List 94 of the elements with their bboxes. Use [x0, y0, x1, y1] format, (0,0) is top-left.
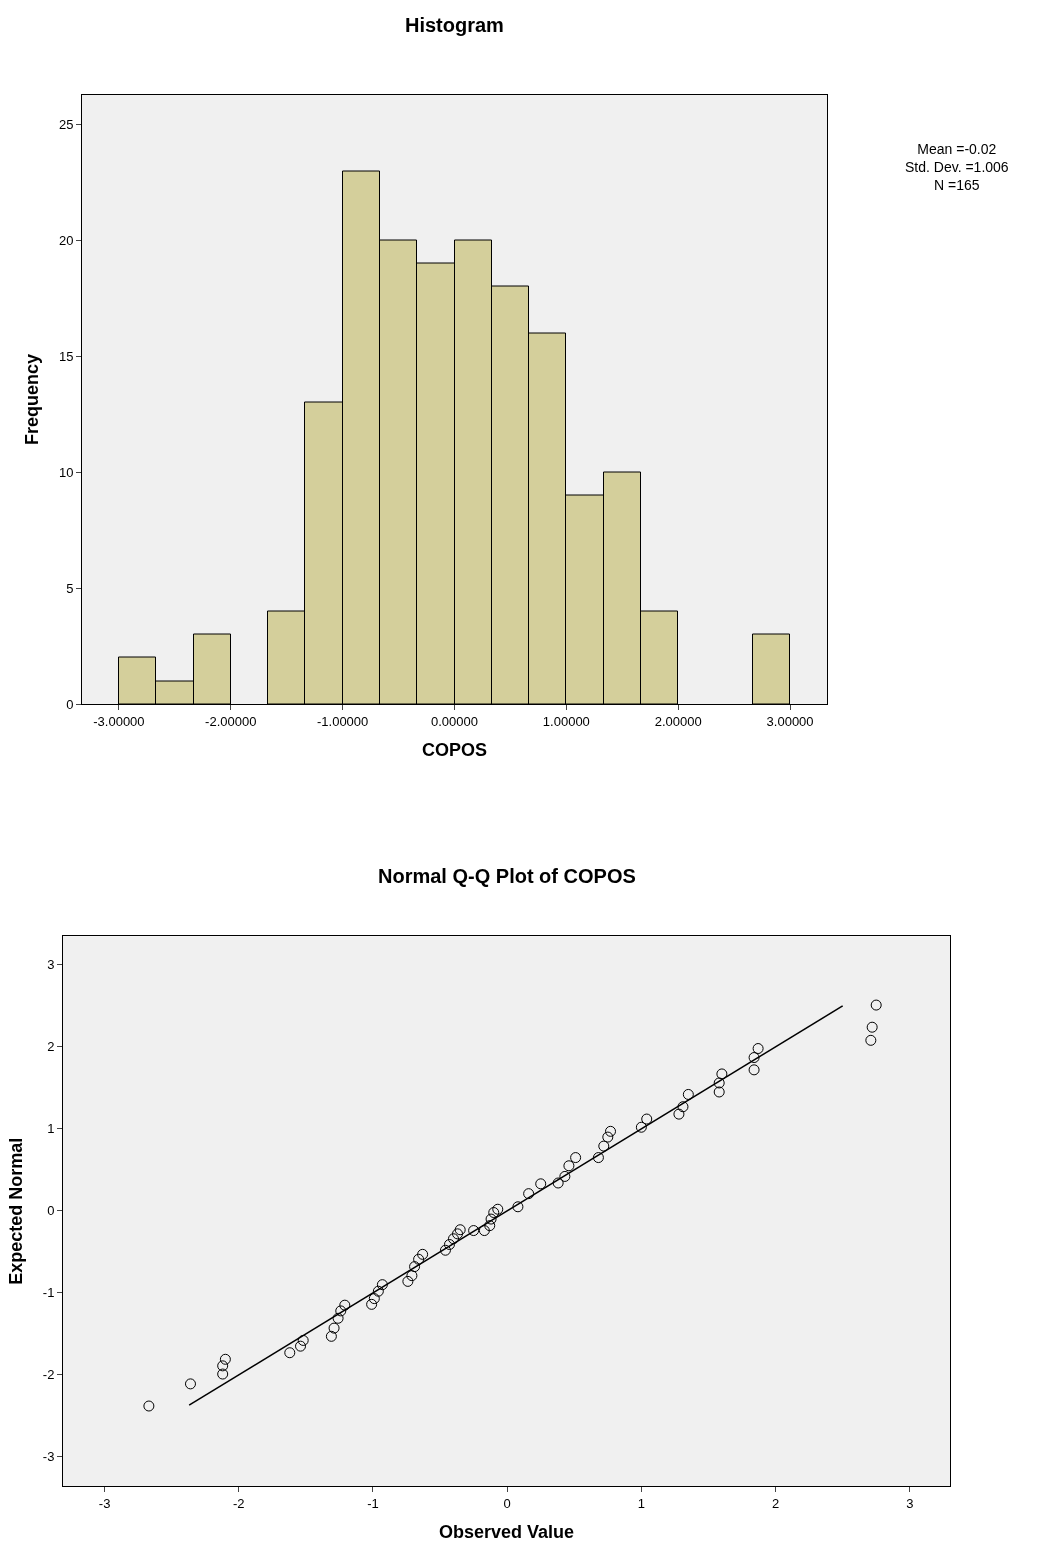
- x-tick-label: -3.00000: [93, 713, 145, 729]
- x-axis-title: Observed Value: [438, 1522, 575, 1543]
- y-tick-label: -1: [42, 1285, 55, 1301]
- point: [417, 1248, 429, 1260]
- point: [366, 1298, 378, 1310]
- point: [328, 1322, 340, 1334]
- y-tick-label: -2: [42, 1367, 55, 1383]
- point: [478, 1225, 490, 1237]
- point: [219, 1353, 231, 1365]
- point: [635, 1121, 647, 1133]
- point: [682, 1088, 694, 1100]
- point: [485, 1213, 497, 1225]
- point: [452, 1228, 464, 1240]
- point: [335, 1305, 347, 1317]
- y-axis-title: Expected Normal: [6, 1137, 27, 1285]
- point: [713, 1077, 725, 1089]
- point: [559, 1170, 571, 1182]
- y-tick-label: 0: [66, 696, 74, 712]
- x-tick-label: -2: [233, 1495, 245, 1511]
- point: [443, 1239, 455, 1250]
- point: [409, 1261, 421, 1273]
- point: [492, 1203, 504, 1215]
- point: [447, 1233, 459, 1245]
- point: [677, 1101, 689, 1113]
- point: [713, 1086, 725, 1098]
- point: [563, 1160, 575, 1172]
- point: [143, 1400, 155, 1412]
- y-tick-label: 1: [47, 1121, 55, 1137]
- x-tick-label: 1: [637, 1495, 645, 1511]
- x-tick-label: 0: [503, 1495, 511, 1511]
- x-tick-label: -3: [98, 1495, 111, 1511]
- x-tick-label: -2.00000: [205, 713, 257, 729]
- point: [468, 1225, 480, 1237]
- point: [295, 1340, 307, 1352]
- y-axis-title: Frequency: [22, 353, 43, 445]
- point: [866, 1021, 878, 1033]
- point: [284, 1347, 296, 1359]
- x-tick-label: -1.00000: [316, 713, 369, 729]
- x-tick-label: -1: [367, 1495, 379, 1511]
- y-tick-label: 3: [47, 957, 55, 973]
- y-tick-label: -3: [42, 1449, 55, 1465]
- point: [339, 1299, 351, 1311]
- text: Mean =-0.02: [917, 141, 997, 157]
- chart-title: Histogram: [405, 14, 504, 36]
- point: [641, 1113, 653, 1125]
- point: [535, 1178, 547, 1190]
- point: [488, 1207, 500, 1219]
- point: [413, 1253, 425, 1265]
- point: [673, 1108, 685, 1120]
- point: [748, 1064, 760, 1076]
- point: [570, 1152, 582, 1164]
- point: [217, 1360, 229, 1372]
- point: [523, 1188, 535, 1200]
- y-tick-label: 2: [47, 1039, 55, 1055]
- point: [748, 1052, 760, 1064]
- point: [484, 1220, 496, 1232]
- point: [325, 1330, 337, 1342]
- point: [605, 1125, 616, 1137]
- text: Std. Dev. =1.006: [905, 159, 1009, 176]
- y-tick-label: 5: [66, 580, 74, 596]
- point: [716, 1068, 728, 1080]
- point: [512, 1201, 524, 1213]
- point: [184, 1378, 196, 1390]
- y-tick-label: 10: [58, 465, 74, 481]
- point: [332, 1312, 344, 1324]
- point: [372, 1285, 384, 1297]
- x-tick-label: 3: [906, 1495, 914, 1511]
- point: [402, 1275, 414, 1287]
- point: [552, 1177, 564, 1189]
- point: [865, 1034, 877, 1046]
- x-tick-label: 1.00000: [542, 713, 590, 729]
- point: [592, 1152, 604, 1164]
- point: [217, 1368, 229, 1380]
- y-tick-label: 15: [58, 349, 74, 365]
- x-tick-label: 0.00000: [431, 713, 478, 729]
- point: [752, 1043, 764, 1055]
- point: [376, 1279, 388, 1291]
- point: [368, 1293, 380, 1305]
- y-tick-label: 20: [58, 233, 74, 249]
- point: [439, 1244, 451, 1256]
- point: [297, 1334, 309, 1346]
- x-tick-label: 2.00000: [654, 713, 702, 729]
- x-tick-label: 3.00000: [766, 713, 814, 729]
- y-tick-label: 25: [58, 117, 74, 133]
- x-tick-label: 2: [771, 1495, 780, 1511]
- point: [602, 1131, 614, 1143]
- point: [454, 1224, 466, 1236]
- y-tick-label: 0: [47, 1203, 55, 1219]
- point: [870, 999, 882, 1011]
- text: N =165: [934, 177, 980, 194]
- x-axis-title: COPOS: [421, 740, 488, 761]
- point: [598, 1140, 610, 1152]
- point: [406, 1270, 418, 1282]
- chart-title: Normal Q-Q Plot of COPOS: [378, 865, 636, 887]
